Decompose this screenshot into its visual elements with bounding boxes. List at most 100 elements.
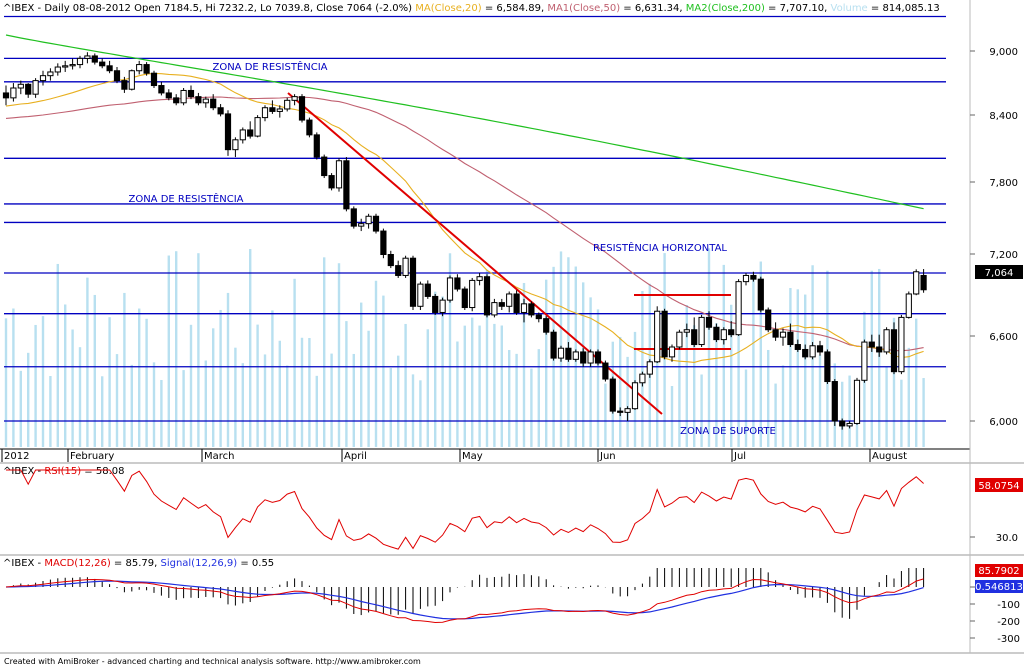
volume-bar	[441, 296, 444, 447]
volume-bar	[115, 354, 119, 447]
price-tick: 7,800	[989, 178, 1018, 189]
candle-body	[617, 410, 624, 413]
candle-body	[224, 113, 232, 151]
candle-body	[195, 96, 202, 104]
volume-bar	[885, 366, 888, 447]
volume-bar	[685, 304, 688, 447]
candle-body	[757, 278, 764, 311]
volume-bar	[626, 356, 629, 447]
volume-bar	[641, 290, 644, 447]
volume-bar	[278, 340, 281, 447]
last-price-label: 7,064	[985, 268, 1014, 279]
volume-bar	[27, 352, 30, 447]
volume-bar	[367, 330, 370, 447]
volume-bar	[360, 302, 363, 447]
candle-body	[831, 381, 838, 422]
candle-body	[750, 274, 757, 280]
macd-line	[5, 578, 924, 624]
candle-body	[491, 302, 498, 316]
volume-bar	[160, 379, 163, 447]
candle-body	[905, 293, 912, 318]
candle-body	[158, 85, 165, 94]
candle-body	[550, 331, 557, 359]
volume-bar	[182, 370, 185, 447]
candle-body	[47, 71, 54, 77]
candle-body	[239, 129, 246, 141]
candle-body	[247, 129, 254, 137]
candle-body	[372, 215, 380, 232]
candle-body	[572, 351, 579, 360]
volume-bar	[263, 354, 267, 447]
candle-body	[646, 361, 653, 375]
volume-bars	[4, 248, 925, 447]
macd-tick: -200	[997, 617, 1020, 628]
candle-body	[691, 329, 698, 346]
candle-body	[306, 119, 313, 136]
volume-bar	[323, 257, 326, 447]
volume-bar	[123, 292, 126, 447]
rsi-tick: 30.0	[996, 533, 1018, 544]
candle-body	[794, 344, 801, 350]
volume-bar	[522, 282, 526, 447]
candle-body	[594, 351, 602, 364]
candle-body	[809, 345, 816, 358]
label-resistencia-horizontal: RESISTÊNCIA HORIZONTAL	[593, 241, 727, 254]
candle-body	[476, 276, 483, 281]
candle-body	[409, 257, 417, 307]
volume-bar	[537, 349, 540, 447]
volume-bar	[130, 364, 133, 447]
volume-bar	[752, 275, 755, 447]
volume-bar	[337, 263, 341, 447]
candle-body	[25, 83, 32, 95]
x-tick: April	[344, 451, 367, 462]
volume-bar	[12, 308, 15, 447]
volume-bar	[915, 318, 918, 447]
signal-last-label: 0.546813	[975, 582, 1023, 593]
volume-bar	[471, 317, 474, 447]
x-tick: Jul	[733, 451, 746, 462]
rsi-title: ^IBEX - RSI(15) = 58.08	[3, 466, 124, 477]
volume-bar	[878, 268, 881, 447]
candle-body	[328, 175, 335, 189]
rsi-line	[6, 469, 924, 550]
candle-body	[787, 331, 794, 346]
price-tick: 8,400	[989, 111, 1018, 122]
volume-bar	[175, 251, 178, 447]
volume-bar	[212, 328, 215, 447]
candle-body	[720, 329, 727, 341]
macd-tick: -100	[997, 600, 1020, 611]
macd-last-label: 85.7902	[978, 566, 1019, 577]
candle-body	[17, 83, 24, 89]
volume-bar	[315, 375, 318, 447]
candle-body	[624, 408, 631, 413]
volume-bar	[737, 321, 740, 447]
candle-body	[10, 87, 17, 99]
volume-bar	[152, 362, 156, 447]
volume-bar	[485, 269, 489, 447]
volume-bar	[197, 253, 200, 447]
candle-body	[150, 72, 158, 87]
volume-bar	[189, 324, 193, 447]
x-tick: August	[872, 451, 907, 462]
volume-bar	[434, 291, 437, 447]
candle-body	[483, 276, 491, 316]
volume-bar	[300, 337, 304, 447]
candle-body	[91, 55, 98, 63]
candle-body	[313, 134, 320, 158]
candle-body	[654, 310, 661, 363]
volume-bar	[256, 324, 259, 447]
candle-body	[291, 96, 298, 101]
volume-bar	[293, 278, 296, 447]
volume-bar	[493, 323, 496, 447]
volume-bar	[308, 337, 311, 447]
volume-bar	[56, 263, 59, 447]
candle-body	[106, 65, 113, 72]
volume-bar	[374, 280, 378, 447]
volume-bar	[500, 325, 503, 447]
volume-bar	[138, 308, 141, 447]
volume-bar	[330, 353, 333, 447]
volume-bar	[345, 321, 348, 447]
volume-bar	[707, 248, 711, 447]
candle-body	[728, 329, 735, 336]
volume-bar	[271, 310, 274, 447]
